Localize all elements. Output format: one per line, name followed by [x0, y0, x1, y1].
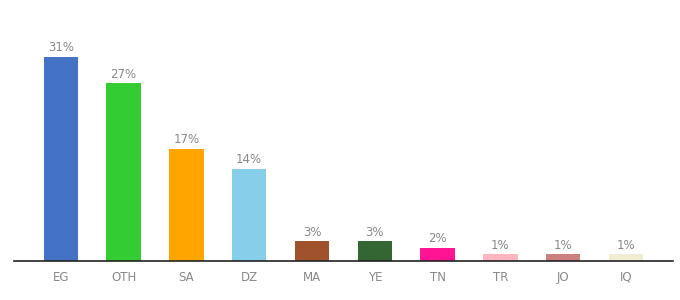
Text: 31%: 31%	[48, 41, 74, 54]
Text: 3%: 3%	[366, 226, 384, 238]
Text: 1%: 1%	[617, 239, 635, 252]
Text: 1%: 1%	[554, 239, 573, 252]
Bar	[420, 248, 455, 261]
Bar	[358, 241, 392, 261]
Bar	[294, 241, 329, 261]
Text: 17%: 17%	[173, 134, 199, 146]
Text: 2%: 2%	[428, 232, 447, 245]
Bar	[106, 83, 141, 261]
Text: 27%: 27%	[111, 68, 137, 81]
Text: 1%: 1%	[491, 239, 510, 252]
Bar	[44, 57, 78, 261]
Text: 3%: 3%	[303, 226, 321, 238]
Bar	[609, 254, 643, 261]
Bar	[232, 169, 267, 261]
Bar	[483, 254, 517, 261]
Bar	[546, 254, 581, 261]
Text: 14%: 14%	[236, 153, 262, 166]
Bar	[169, 149, 204, 261]
